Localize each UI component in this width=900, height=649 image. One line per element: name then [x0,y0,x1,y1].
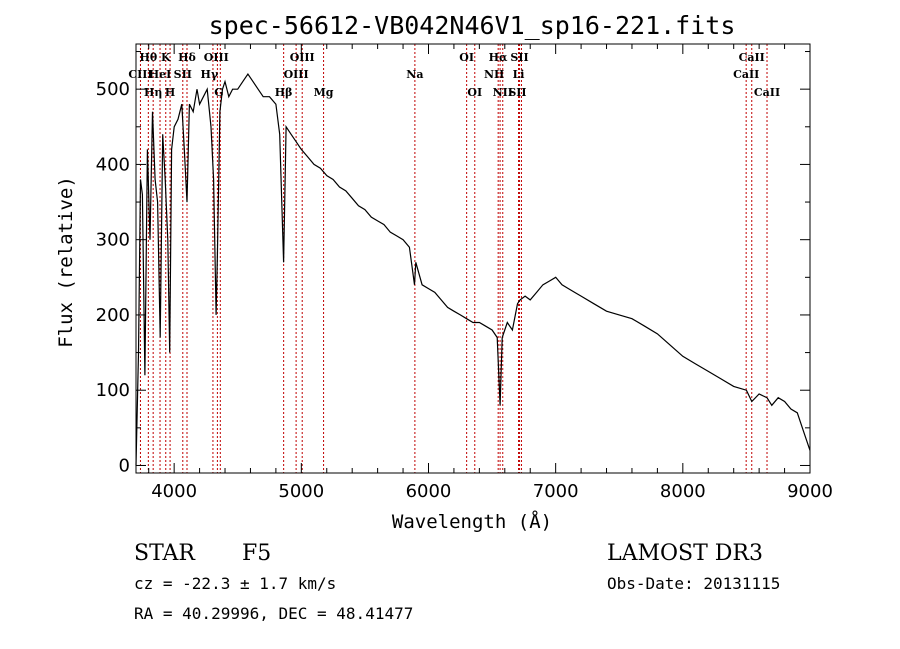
spectral-line-label: NII [493,86,513,99]
spectral-line-label: SII [174,68,192,81]
x-tick-label: 9000 [787,481,833,502]
chart-title: spec-56612-VB042N46V1_sp16-221.fits [209,11,736,40]
spectral-line-label: Hβ [275,86,293,99]
survey-name: LAMOST DR3 [607,541,763,566]
spectral-line-label: K [161,51,171,64]
spectral-line-label: OI [467,86,482,99]
spectral-line-label: NII [484,68,504,81]
observation-date: Obs-Date: 20131115 [607,574,780,593]
axis-ticks: 4000 5000 6000 7000 8000 9000 0 100 200 300 400 500 [96,44,833,502]
spectral-line-label: OI [459,51,474,64]
spectral-line-label: Hθ [139,51,157,64]
x-tick-label: 8000 [660,481,706,502]
spectral-line-markers [139,44,768,473]
x-tick-label: 7000 [533,481,579,502]
spectral-line-label: Na [406,68,423,81]
spectral-line-label: Hδ [178,51,196,64]
spectral-line-label: OIII [284,68,309,81]
y-tick-label: 500 [96,79,130,100]
sky-coordinates: RA = 40.29996, DEC = 48.41477 [134,604,413,623]
y-tick-label: 400 [96,154,130,175]
spectral-line-label: CaII [733,68,759,81]
y-tick-label: 100 [96,380,130,401]
redshift-velocity: cz = -22.3 ± 1.7 km/s [134,574,336,593]
spectral-line-label: Hγ [201,68,219,81]
spectral-line-label: SII [508,86,526,99]
y-tick-label: 0 [119,455,130,476]
spectral-line-label: Li [513,68,525,81]
spectral-line-label: SII [510,51,528,64]
flux-series-line [135,73,811,466]
y-axis-label: Flux (relative) [55,176,77,348]
spectral-line-label: Mg [314,86,334,99]
object-subclass: F5 [242,541,271,566]
spectral-line-label: CaII [739,51,765,64]
spectral-line-label: HeI [149,68,172,81]
spectral-line-label: CIII [128,68,152,81]
x-tick-label: 4000 [151,481,197,502]
spectral-line-label: OIII [204,51,229,64]
spectral-line-label: Hη [144,86,162,99]
spectral-line-label: G [214,86,223,99]
y-tick-label: 200 [96,305,130,326]
spectral-line-label: H [165,86,175,99]
x-tick-label: 6000 [406,481,452,502]
y-tick-label: 300 [96,230,130,251]
spectral-line-label: CaII [754,86,780,99]
spectral-line-labels: Hθ CIII Hη K HeI H Hδ SII OIII Hγ G Hβ OIII OIII Mg Na O… [128,51,780,99]
spectral-line-label: Hα [489,51,508,64]
x-tick-label: 5000 [278,481,324,502]
plot-frame [135,43,811,474]
spectral-line-label: OIII [290,51,315,64]
object-class: STAR [134,541,196,566]
x-axis-label: Wavelength (Å) [392,510,552,533]
